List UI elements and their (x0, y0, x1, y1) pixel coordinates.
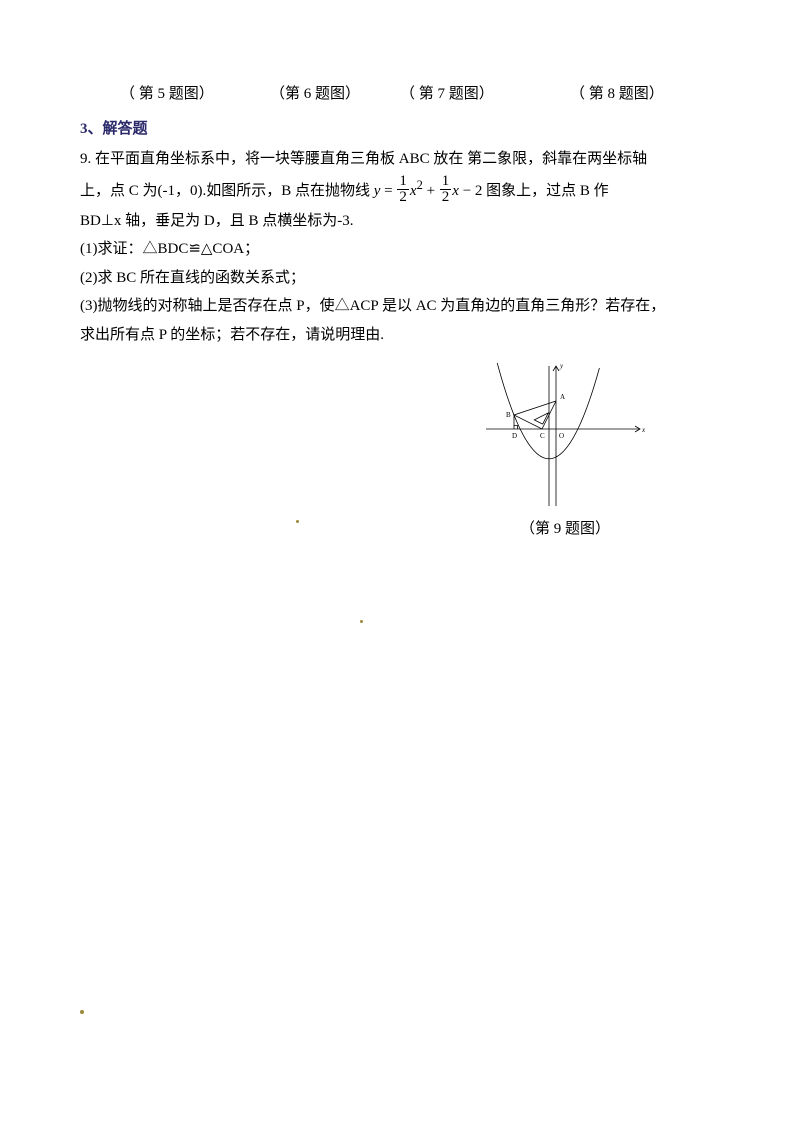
q9-line2a: 上，点 C 为(-1，0).如图所示，B 点在抛物线 (80, 183, 374, 199)
svg-text:O: O (559, 432, 564, 440)
eq-x: x (452, 183, 459, 199)
svg-text:x: x (641, 426, 646, 434)
figure-references-row: （ 第 5 题图） （第 6 题图） （ 第 7 题图） （ 第 8 题图） (80, 80, 740, 109)
figref-5: （ 第 5 题图） (120, 80, 270, 109)
eq-frac1: 12 (397, 174, 409, 205)
eq-eq: = (380, 183, 396, 199)
figure-9-caption: （第 9 题图） (470, 515, 660, 544)
figure-9-svg: A B C D Ox y (480, 359, 650, 509)
eq-frac2: 12 (440, 174, 452, 205)
scan-dot-3 (80, 1010, 84, 1014)
figure-9-wrap: A B C D Ox y （第 9 题图） (80, 349, 740, 569)
figref-6: （第 6 题图） (270, 80, 400, 109)
q9-line1: 9. 在平面直角坐标系中，将一块等腰直角三角板 ABC 放在 第二象限，斜靠在两… (80, 145, 740, 174)
scan-dot-1 (296, 520, 299, 523)
eq-plus: + (423, 183, 439, 199)
q9-line2: 上，点 C 为(-1，0).如图所示，B 点在抛物线 y = 12x2 + 12… (80, 174, 740, 207)
figref-7: （ 第 7 题图） (400, 80, 570, 109)
q9-part1: (1)求证：△BDC≌△COA； (80, 235, 740, 264)
svg-text:A: A (560, 393, 565, 401)
q9-part2: (2)求 BC 所在直线的函数关系式； (80, 264, 740, 293)
eq-x2: x (410, 183, 417, 199)
svg-text:C: C (540, 432, 545, 440)
q9-part3b: 求出所有点 P 的坐标；若不存在，请说明理由. (80, 321, 740, 350)
q9-line3-txt: BD⊥x 轴，垂足为 D，且 B 点横坐标为-3. (80, 213, 354, 229)
figure-9-box: A B C D Ox y （第 9 题图） (470, 359, 660, 544)
eq-tail: − 2 图象上，过点 B 作 (459, 183, 609, 199)
q9-line3: BD⊥x 轴，垂足为 D，且 B 点横坐标为-3. (80, 207, 740, 236)
svg-text:y: y (559, 362, 564, 370)
scan-dot-2 (360, 620, 363, 623)
section-3-heading: 3、解答题 (80, 115, 740, 144)
svg-text:D: D (512, 432, 517, 440)
q9-part3a: (3)抛物线的对称轴上是否存在点 P，使△ACP 是以 AC 为直角边的直角三角… (80, 292, 740, 321)
svg-text:B: B (506, 411, 511, 419)
figref-8: （ 第 8 题图） (570, 80, 710, 109)
